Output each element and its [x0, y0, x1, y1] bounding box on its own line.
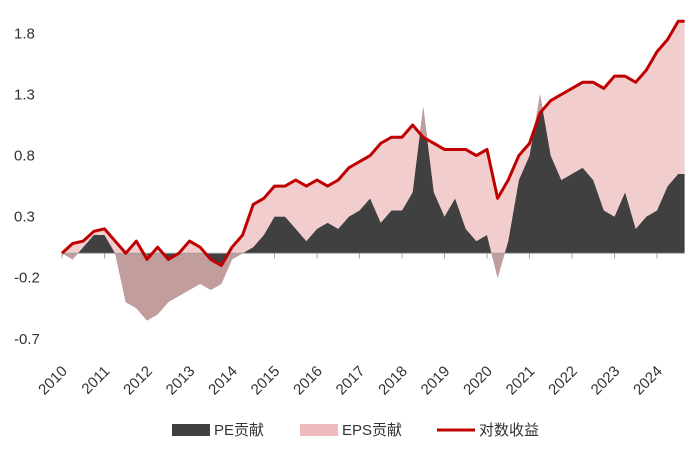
x-tick-label: 2015: [248, 363, 284, 399]
x-tick-label: 2017: [333, 363, 369, 399]
y-tick-label: 1.3: [14, 87, 35, 104]
legend-label: EPS贡献: [342, 422, 402, 439]
legend-label: PE贡献: [214, 422, 264, 439]
x-tick-label: 2021: [503, 363, 539, 399]
x-tick-label: 2020: [460, 363, 496, 399]
x-tick-label: 2024: [630, 363, 666, 399]
y-tick-label: -0.7: [14, 331, 40, 348]
y-tick-label: 0.8: [14, 148, 35, 165]
x-tick-label: 2023: [588, 363, 624, 399]
x-tick-label: 2018: [375, 363, 411, 399]
x-tick-label: 2012: [120, 363, 156, 399]
x-tick-label: 2011: [78, 363, 113, 398]
legend: PE贡献 EPS贡献 对数收益: [172, 422, 539, 439]
legend-swatch: [300, 424, 338, 436]
x-tick-label: 2010: [35, 363, 71, 399]
x-tick-label: 2022: [545, 363, 581, 399]
line: [60, 19, 685, 267]
x-tick-label: 2013: [163, 363, 199, 399]
area: [62, 21, 685, 321]
y-tick-label: 1.8: [14, 25, 35, 42]
legend-label: 对数收益: [479, 422, 539, 439]
x-tick-label: 2019: [418, 363, 454, 399]
legend-swatch: [172, 424, 210, 436]
y-tick-label: -0.2: [14, 270, 40, 287]
x-tick-label: 2016: [290, 363, 326, 399]
x-tick-label: 2014: [205, 363, 241, 399]
y-tick-label: 0.3: [14, 209, 35, 226]
